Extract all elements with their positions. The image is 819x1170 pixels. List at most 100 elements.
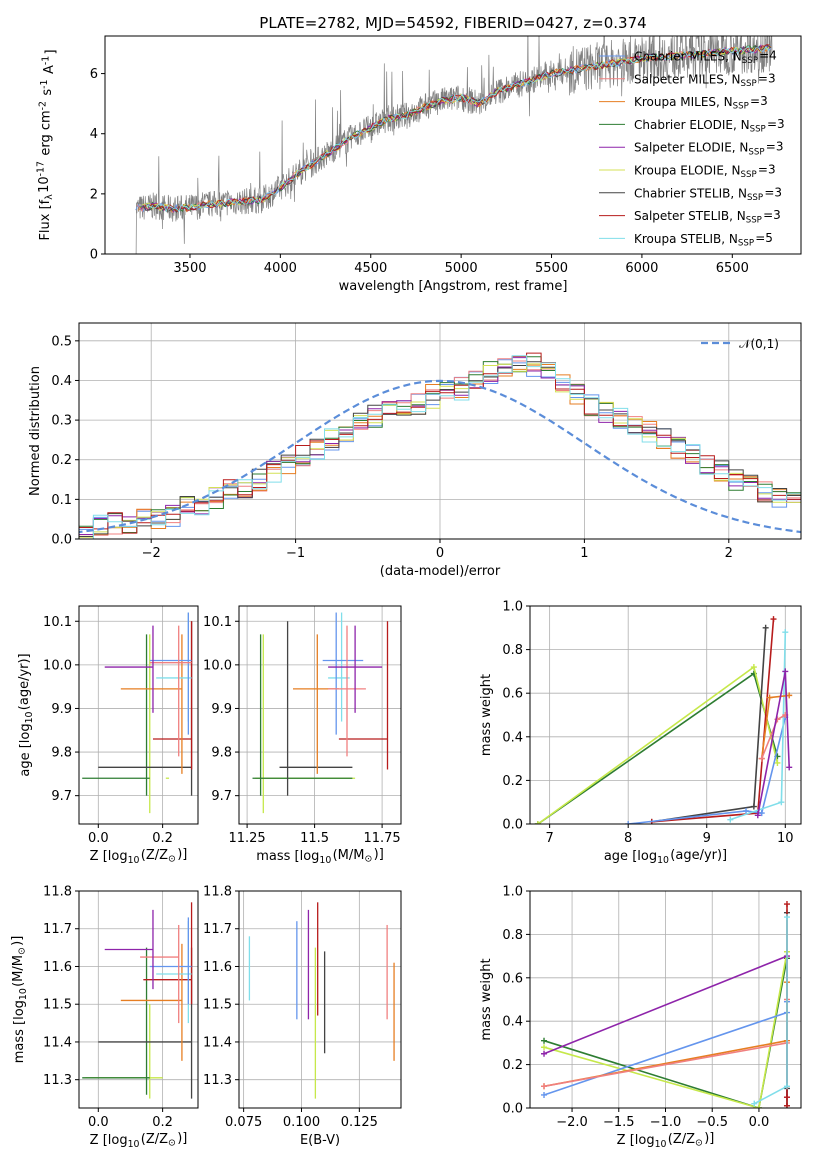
- legend-entry: Kroupa ELODIE, NSSP =3: [634, 162, 776, 180]
- x-tick-label: 6500: [716, 261, 749, 276]
- residual-histogram: [79, 361, 801, 539]
- y-tick-label: 0.5: [51, 334, 72, 349]
- x-tick-label: 1: [580, 546, 588, 561]
- x-tick-label: 0.125: [341, 1115, 378, 1130]
- y-tick-label: 11.6: [43, 960, 72, 975]
- weight-marker: [770, 616, 777, 623]
- weight-marker: [782, 668, 789, 675]
- weight-marker: [783, 1083, 790, 1090]
- weight-line: [537, 665, 779, 824]
- y-tick-label: 10.1: [43, 615, 72, 630]
- legend-entry: Kroupa STELIB, NSSP =5: [634, 231, 773, 249]
- y-tick-label: 0.4: [51, 374, 72, 389]
- y-tick-label: 11.5: [43, 998, 72, 1013]
- mass-vs-ebv-grid: [239, 890, 401, 1108]
- residuals-grid: [79, 323, 801, 540]
- x-tick-label: 0.2: [152, 831, 173, 846]
- y-tick-label: 11.3: [43, 1073, 72, 1088]
- legend-entry: Kroupa MILES, NSSP =3: [634, 94, 768, 112]
- y-tick-label: 9.9: [51, 702, 72, 717]
- x-tick-label: −2: [142, 546, 161, 561]
- weight-line: [730, 632, 787, 821]
- y-axis-label: age [log10 (age/yr)]: [17, 653, 35, 776]
- weight-marker: [541, 1091, 548, 1098]
- x-axis-label: E(B-V): [300, 1133, 340, 1148]
- x-tick-label: −2.0: [556, 1115, 588, 1130]
- mass-vs-Z-axes: 0.0 0.2 11.3 11.4 11.5 11.6 11.7 11.8 Z [log10 (…: [10, 885, 199, 1150]
- weight-marker: [750, 803, 757, 810]
- y-tick-label: 10.0: [203, 658, 232, 673]
- x-tick-label: 9: [703, 831, 711, 846]
- weight-vs-age-plot-area: [534, 616, 793, 824]
- y-tick-label: 0.0: [502, 1102, 523, 1117]
- weight-marker: [750, 664, 757, 671]
- residuals-axes: −2 −1 0 1 2 0.0 0.1 0.2 0.3 0.4 0.5 (data-model)/er…: [28, 322, 802, 579]
- weight-marker: [743, 807, 750, 814]
- y-tick-label: 11.4: [203, 1035, 232, 1050]
- x-axis-label: wavelength [Angstrom, rest frame]: [339, 279, 568, 294]
- spectrum-plot-area: [135, 36, 773, 254]
- x-axis-label: mass [log10 (M/M⊙ )]: [256, 847, 384, 866]
- legend-entry: Chabrier STELIB, NSSP =3: [634, 185, 782, 203]
- weight-line: [537, 672, 779, 824]
- mass-vs-ebv-plot-area: [248, 902, 395, 1099]
- x-tick-label: 11.5: [300, 831, 329, 846]
- age-vs-Z-axes: 0.0 0.2 9.7 9.8 9.9 10.0 10.1 Z [log10 (Z/Z⊙ )]…: [17, 605, 199, 866]
- y-tick-label: 11.7: [43, 922, 72, 937]
- x-tick-label: 0: [436, 546, 444, 561]
- spectrum-title: PLATE=2782, MJD=54592, FIBERID=0427, z=0…: [259, 14, 646, 32]
- mass-vs-Z-grid: [79, 890, 198, 1108]
- x-axis-label: (data-model)/error: [380, 564, 501, 579]
- legend-entry: Salpeter ELODIE, NSSP =3: [634, 140, 783, 158]
- x-tick-label: −0.5: [696, 1115, 728, 1130]
- weight-marker: [541, 1044, 548, 1051]
- x-axis-label: Z [log10 (Z/Z⊙ )]: [90, 847, 188, 866]
- x-axis-label: age [log10 (age/yr)]: [604, 848, 727, 866]
- y-tick-label: 1.0: [502, 600, 523, 615]
- legend-entry: Salpeter STELIB, NSSP =3: [634, 208, 781, 226]
- weight-marker: [786, 692, 793, 699]
- y-tick-label: 0.2: [51, 453, 72, 468]
- x-tick-label: 0.2: [152, 1115, 173, 1130]
- y-axis-label: mass weight: [479, 674, 494, 756]
- x-tick-label: 0.100: [283, 1115, 320, 1130]
- y-tick-label: 9.8: [211, 746, 232, 761]
- x-axis-label: Z [log10 (Z/Z⊙ )]: [90, 1131, 188, 1150]
- weight-marker: [786, 764, 793, 771]
- y-tick-label: 0.8: [502, 928, 523, 943]
- weight-marker: [758, 810, 765, 817]
- y-axis-label: Flux [fλ 10-17 erg cm-2 s-1 A-1 ]: [36, 49, 59, 240]
- y-tick-label: 0.2: [502, 774, 523, 789]
- x-tick-label: 3500: [173, 261, 206, 276]
- weight-vs-age-axes: 7 8 9 10 0.0 0.2 0.4 0.6 0.8 1.0 age [log10 (age/y…: [479, 600, 802, 866]
- x-tick-label: 11.25: [228, 831, 265, 846]
- y-tick-label: 11.7: [203, 922, 232, 937]
- weight-marker: [783, 914, 790, 921]
- x-tick-label: 7: [545, 831, 553, 846]
- age-vs-mass-grid: [239, 606, 401, 824]
- weight-vs-Z-plot-area: [541, 901, 790, 1108]
- normal-curve: [79, 379, 801, 534]
- y-tick-label: 9.7: [51, 789, 72, 804]
- residual-histogram: [79, 352, 801, 539]
- age-vs-mass-axes: 11.25 11.5 11.75 9.7 9.8 9.9 10.0 10.1 mass [log…: [203, 605, 402, 866]
- y-axis-label: Normed distribution: [28, 366, 43, 496]
- y-tick-label: 0.3: [51, 414, 72, 429]
- y-tick-label: 11.8: [203, 885, 232, 900]
- y-tick-label: 0.4: [502, 1015, 523, 1030]
- y-axis-label: mass weight: [479, 958, 494, 1040]
- weight-marker: [541, 1083, 548, 1090]
- weight-marker: [782, 629, 789, 636]
- legend-entry: Salpeter MILES, NSSP =3: [634, 71, 776, 89]
- spectrum-legend: Chabrier MILES, NSSP =4 Salpeter MILES, N…: [599, 48, 785, 248]
- x-tick-label: −1.5: [603, 1115, 635, 1130]
- y-tick-label: 0.6: [502, 971, 523, 986]
- residuals-plot-area: [79, 352, 801, 539]
- x-tick-label: 4500: [354, 261, 387, 276]
- x-tick-label: 5000: [445, 261, 478, 276]
- y-tick-label: 2: [90, 187, 98, 202]
- y-tick-label: 9.7: [211, 789, 232, 804]
- age-vs-Z-grid: [79, 606, 198, 824]
- weight-marker: [727, 816, 734, 823]
